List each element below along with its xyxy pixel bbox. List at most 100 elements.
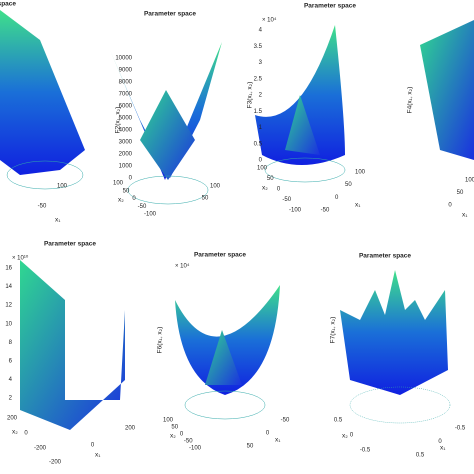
y-axis-label: x₂ xyxy=(118,197,124,204)
y-tick-label: -100 xyxy=(189,446,202,452)
surface-3 xyxy=(255,25,345,165)
panel-title: Parameter space xyxy=(194,252,246,259)
axis-exponent: × 10⁴ xyxy=(175,263,190,270)
x-tick-label: 0 xyxy=(91,443,95,449)
x-tick-label: 0.5 xyxy=(416,453,425,459)
surface-1 xyxy=(0,10,85,175)
y-tick-label: -100 xyxy=(144,212,157,218)
x-tick-label: -50 xyxy=(321,208,330,214)
z-tick-label: 16 xyxy=(5,266,12,272)
z-tick-label: 2 xyxy=(259,93,263,99)
z-tick-label: 0 xyxy=(129,176,133,182)
y-tick-label: 0 xyxy=(350,433,354,439)
surface-5 xyxy=(20,260,125,430)
z-axis-label: F3(x₁, x₂) xyxy=(247,82,254,109)
y-tick-label: -0.5 xyxy=(360,448,371,454)
z-tick-label: 0 xyxy=(259,158,263,164)
x-tick-label: -200 xyxy=(49,460,62,466)
z-tick-label: 1 xyxy=(259,125,263,131)
z-tick-label: 7000 xyxy=(119,92,133,98)
y-tick-label: 100 xyxy=(113,181,124,187)
x-tick-label: 0 xyxy=(448,203,452,209)
x-tick-label: 100 xyxy=(57,184,68,190)
contour xyxy=(127,175,209,205)
x-tick-label: -50 xyxy=(281,418,290,424)
y-axis-label: x₂ xyxy=(342,433,348,440)
y-tick-label: 50 xyxy=(267,176,274,182)
panel-title: Parameter space xyxy=(44,241,96,248)
z-tick-label: 12 xyxy=(5,303,12,309)
x-tick-label: 50 xyxy=(202,196,209,202)
z-axis-label: F6(x₁, x₂) xyxy=(157,327,164,354)
x-tick-label: 50 xyxy=(345,182,352,188)
z-tick-label: 4 xyxy=(259,28,263,34)
surface-3b xyxy=(285,95,320,155)
y-axis-label: x₂ xyxy=(170,433,176,440)
x-axis-label: x₁ xyxy=(275,437,281,444)
y-tick-label: 50 xyxy=(171,425,178,431)
z-tick-label: 10 xyxy=(5,321,12,327)
z-tick-label: 1.5 xyxy=(254,109,263,115)
y-tick-label: 200 xyxy=(7,416,18,422)
panel-title: Parameter space xyxy=(304,3,356,10)
z-tick-label: 5000 xyxy=(119,116,133,122)
z-tick-label: 0.5 xyxy=(254,141,263,147)
y-tick-label: -50 xyxy=(184,439,193,445)
y-tick-label: 50 xyxy=(123,188,130,194)
z-tick-label: 14 xyxy=(5,284,12,290)
y-tick-label: 100 xyxy=(257,166,268,172)
y-tick-label: -50 xyxy=(282,197,291,203)
z-tick-label: 6 xyxy=(9,358,13,364)
z-axis-label: F2(x₁, x₂) xyxy=(115,107,122,134)
z-tick-label: 4000 xyxy=(119,128,133,134)
z-tick-label: 2000 xyxy=(119,152,133,158)
y-tick-label: -50 xyxy=(138,204,147,210)
x-axis-label: x₁ xyxy=(55,217,61,224)
x-axis-label: x₁ xyxy=(95,452,101,459)
y-axis-label: x₂ xyxy=(262,185,268,192)
z-tick-label: 8 xyxy=(9,340,13,346)
x-tick-label: -50 xyxy=(38,204,47,210)
y-axis-label: x₂ xyxy=(12,429,18,436)
y-tick-label: 0 xyxy=(277,187,281,193)
x-tick-label: -0.5 xyxy=(455,426,466,432)
y-tick-label: 0 xyxy=(132,196,136,202)
z-tick-label: 2.5 xyxy=(254,76,263,82)
axis-exponent: × 10⁴ xyxy=(262,17,277,24)
x-tick-label: 0 xyxy=(266,431,270,437)
x-tick-label: 0 xyxy=(335,195,339,201)
contour xyxy=(349,386,451,424)
y-tick-label: 100 xyxy=(163,418,174,424)
z-tick-label: 3 xyxy=(259,60,263,66)
contour xyxy=(184,390,266,420)
z-tick-label: 3000 xyxy=(119,140,133,146)
axis-exponent: × 10¹⁰ xyxy=(12,255,29,262)
z-tick-label: 8000 xyxy=(119,80,133,86)
z-tick-label: 10000 xyxy=(115,56,132,62)
panel-title: Parameter space xyxy=(0,1,16,8)
x-tick-label: 100 xyxy=(465,178,474,184)
z-tick-label: 3.5 xyxy=(254,44,263,50)
y-tick-label: 0 xyxy=(24,431,28,437)
surfaces xyxy=(0,10,474,430)
surface-2 xyxy=(110,42,222,180)
surface-7 xyxy=(340,270,448,395)
x-tick-label: 50 xyxy=(457,190,464,196)
panel-title: Parameter space xyxy=(144,11,196,18)
z-tick-label: 2 xyxy=(9,396,13,402)
x-tick-label: 100 xyxy=(210,184,221,190)
contour xyxy=(6,160,84,190)
x-axis-label: x₁ xyxy=(440,445,446,452)
surface-2b xyxy=(140,90,195,180)
surface-6b xyxy=(205,330,242,385)
x-tick-label: 0 xyxy=(438,439,442,445)
y-tick-label: -100 xyxy=(289,208,302,214)
z-tick-label: 6000 xyxy=(119,104,133,110)
surface-6 xyxy=(175,285,280,395)
x-axis-label: x₁ xyxy=(462,212,468,219)
z-axis-label: F7(x₁, x₂) xyxy=(330,317,337,344)
z-tick-label: 4 xyxy=(9,377,13,383)
z-axis-label: F4(x₁, x₂) xyxy=(407,87,414,114)
